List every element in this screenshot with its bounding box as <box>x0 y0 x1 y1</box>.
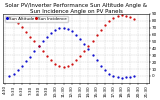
Legend: Sun Altitude, Sun Incidence: Sun Altitude, Sun Incidence <box>5 16 68 22</box>
Sun Altitude <box>33 50 35 52</box>
Sun Altitude <box>67 28 69 30</box>
Sun Altitude <box>50 33 52 34</box>
Sun Incidence <box>96 35 98 36</box>
Sun Altitude <box>96 60 98 61</box>
Sun Incidence <box>29 36 31 37</box>
Sun Incidence <box>38 46 40 47</box>
Sun Altitude <box>58 28 60 29</box>
Sun Altitude <box>108 73 110 74</box>
Sun Incidence <box>42 50 44 52</box>
Sun Incidence <box>129 17 131 18</box>
Sun Altitude <box>83 43 85 44</box>
Sun Incidence <box>75 60 77 61</box>
Sun Altitude <box>63 27 64 28</box>
Sun Incidence <box>133 18 135 19</box>
Sun Altitude <box>100 65 102 66</box>
Sun Incidence <box>79 55 81 56</box>
Sun Incidence <box>100 29 102 30</box>
Sun Altitude <box>71 30 73 32</box>
Sun Incidence <box>58 66 60 67</box>
Sun Incidence <box>108 20 110 21</box>
Sun Incidence <box>13 19 15 20</box>
Sun Incidence <box>117 15 119 16</box>
Sun Altitude <box>133 75 135 76</box>
Sun Altitude <box>54 30 56 31</box>
Sun Incidence <box>121 15 123 16</box>
Sun Altitude <box>13 73 15 74</box>
Sun Altitude <box>112 75 114 76</box>
Sun Altitude <box>21 66 23 67</box>
Sun Incidence <box>54 63 56 64</box>
Sun Incidence <box>125 15 127 16</box>
Sun Altitude <box>129 76 131 77</box>
Sun Altitude <box>8 75 10 76</box>
Line: Sun Altitude: Sun Altitude <box>9 27 135 79</box>
Sun Incidence <box>112 17 114 19</box>
Sun Incidence <box>25 31 27 32</box>
Sun Altitude <box>17 70 19 71</box>
Sun Incidence <box>46 55 48 56</box>
Sun Incidence <box>71 63 73 64</box>
Sun Incidence <box>92 40 94 41</box>
Sun Altitude <box>79 38 81 39</box>
Sun Altitude <box>38 46 40 47</box>
Line: Sun Incidence: Sun Incidence <box>9 14 135 68</box>
Sun Incidence <box>8 17 10 18</box>
Sun Altitude <box>125 77 127 78</box>
Sun Incidence <box>50 60 52 61</box>
Sun Incidence <box>63 66 64 68</box>
Sun Incidence <box>88 46 89 47</box>
Sun Altitude <box>42 41 44 42</box>
Sun Altitude <box>75 34 77 35</box>
Sun Altitude <box>117 77 119 78</box>
Sun Incidence <box>33 41 35 42</box>
Sun Altitude <box>88 48 89 50</box>
Sun Incidence <box>83 50 85 52</box>
Sun Incidence <box>104 24 106 26</box>
Sun Altitude <box>121 77 123 79</box>
Sun Incidence <box>17 22 19 23</box>
Title: Solar PV/Inverter Performance Sun Altitude Angle & Sun Incidence Angle on PV Pan: Solar PV/Inverter Performance Sun Altitu… <box>5 3 147 14</box>
Sun Incidence <box>67 65 69 66</box>
Sun Altitude <box>104 70 106 71</box>
Sun Altitude <box>92 54 94 55</box>
Sun Incidence <box>21 26 23 28</box>
Sun Altitude <box>29 56 31 57</box>
Sun Altitude <box>25 61 27 62</box>
Sun Altitude <box>46 36 48 37</box>
